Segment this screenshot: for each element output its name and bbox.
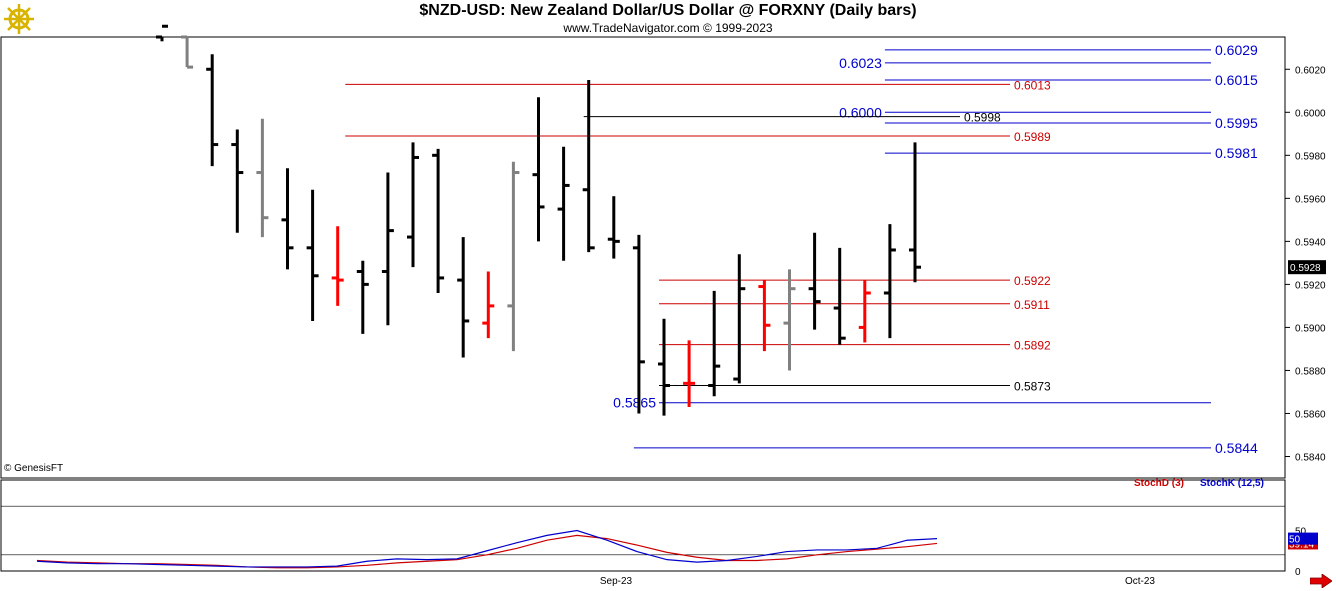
level-label: 0.6013 bbox=[1014, 78, 1051, 92]
legend-stochk: StochK (12,5) bbox=[1200, 478, 1264, 489]
indicator-y-tick-label: 0 bbox=[1295, 567, 1301, 578]
level-label: 0.5865 bbox=[613, 395, 656, 411]
y-tick-label: 0.5840 bbox=[1295, 452, 1326, 463]
level-label: 0.6000 bbox=[839, 104, 882, 120]
y-tick-label: 0.5880 bbox=[1295, 366, 1326, 377]
level-label: 0.6029 bbox=[1215, 42, 1258, 58]
y-tick-label: 0.6020 bbox=[1295, 65, 1326, 76]
y-tick-label: 0.5900 bbox=[1295, 323, 1326, 334]
stochd-line bbox=[36, 534, 938, 569]
y-tick-label: 0.5860 bbox=[1295, 409, 1326, 420]
credit-label: © GenesisFT bbox=[4, 463, 64, 474]
level-label: 0.6023 bbox=[839, 55, 882, 71]
price-panel-frame bbox=[0, 36, 1286, 479]
x-tick-label: Sep-23 bbox=[600, 576, 633, 587]
level-label: 0.5911 bbox=[1014, 298, 1050, 312]
y-tick-label: 0.6000 bbox=[1295, 108, 1326, 119]
legend-stochd: StochD (3) bbox=[1134, 478, 1184, 489]
y-tick-label: 0.5940 bbox=[1295, 237, 1326, 248]
y-tick-label: 0.5960 bbox=[1295, 194, 1326, 205]
last-price-label: 0.5928 bbox=[1290, 263, 1321, 274]
stochk-value-box bbox=[1288, 532, 1318, 545]
level-label: 0.5873 bbox=[1014, 379, 1051, 393]
chart-title: $NZD-USD: New Zealand Dollar/US Dollar @… bbox=[419, 2, 917, 19]
level-label: 0.5844 bbox=[1215, 440, 1258, 456]
level-label: 0.5922 bbox=[1014, 274, 1051, 288]
level-label: 0.6015 bbox=[1215, 72, 1258, 88]
stochk-value-label: 50 bbox=[1289, 535, 1301, 546]
level-label: 0.5998 bbox=[964, 111, 1001, 125]
stochd-value-label: 39.14 bbox=[1289, 539, 1314, 550]
level-label: 0.5892 bbox=[1014, 339, 1051, 353]
y-tick-label: 0.5920 bbox=[1295, 280, 1326, 291]
level-label: 0.5989 bbox=[1014, 130, 1051, 144]
chart-subtitle: www.TradeNavigator.com © 1999-2023 bbox=[563, 21, 773, 35]
indicator-y-tick-label: 50 bbox=[1295, 527, 1307, 538]
ship-wheel-logo-icon bbox=[4, 4, 34, 34]
x-tick-label: Oct-23 bbox=[1125, 576, 1155, 587]
stochk-line bbox=[36, 529, 938, 568]
y-tick-label: 0.5980 bbox=[1295, 151, 1326, 162]
level-label: 0.5995 bbox=[1215, 115, 1258, 131]
indicator-panel-frame bbox=[0, 479, 1286, 572]
level-label: 0.5981 bbox=[1215, 145, 1258, 161]
last-price-box bbox=[1288, 260, 1326, 275]
right-arrow-icon[interactable] bbox=[1310, 574, 1332, 588]
